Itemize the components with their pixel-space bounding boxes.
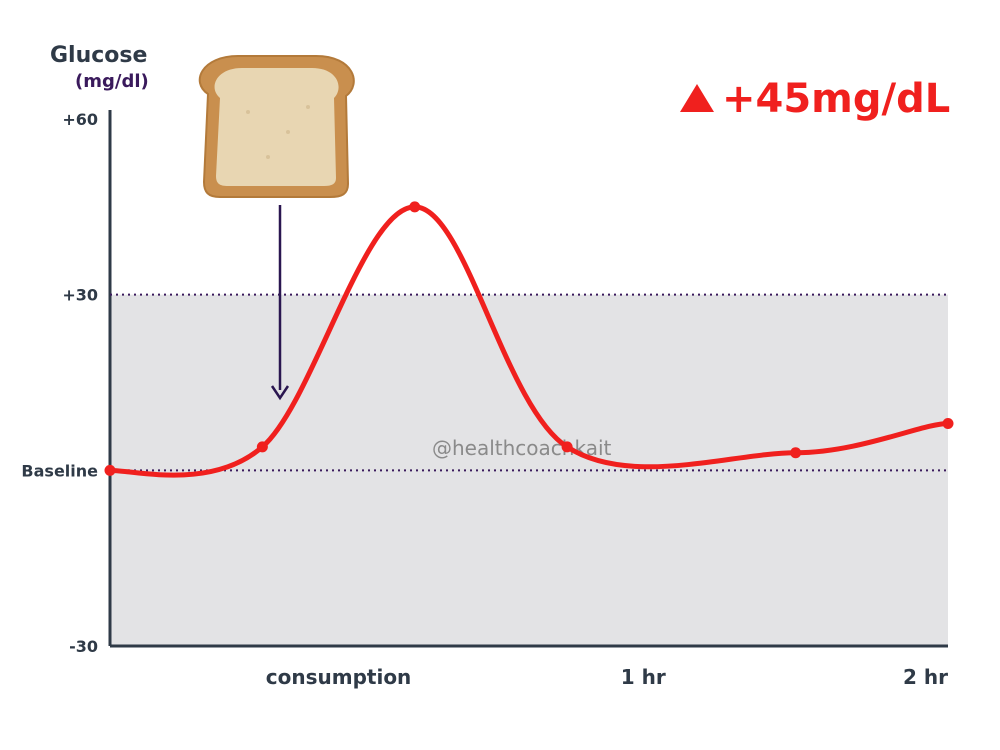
y-axis-title: Glucose — [50, 43, 147, 68]
data-point-1 — [256, 441, 268, 453]
consumption-arrow-icon — [270, 205, 290, 401]
x-tick-label-0: consumption — [266, 665, 412, 689]
data-point-2 — [409, 201, 421, 213]
bread-slice-icon — [198, 55, 355, 198]
data-point-5 — [942, 417, 954, 429]
x-tick-label-1: 1 hr — [621, 665, 666, 689]
y-tick-label-3: -30 — [69, 637, 98, 656]
y-tick-label-0: +60 — [62, 110, 98, 129]
y-tick-label-1: +30 — [62, 286, 98, 305]
y-tick-label-2: Baseline — [21, 461, 98, 480]
up-triangle-icon — [680, 84, 714, 112]
data-point-3 — [561, 441, 573, 453]
y-axis-unit: (mg/dl) — [75, 71, 149, 92]
target-range-band — [110, 294, 948, 646]
data-points — [104, 201, 954, 476]
x-tick-label-2: 2 hr — [903, 665, 948, 689]
x-tick-labels: consumption 1 hr 2 hr — [266, 665, 948, 689]
reference-lines — [110, 293, 948, 472]
data-point-4 — [790, 447, 802, 459]
y-tick-labels: +60 +30 Baseline -30 — [21, 110, 98, 656]
peak-change-callout: +45mg/dL — [722, 76, 950, 122]
data-point-0 — [104, 464, 116, 476]
